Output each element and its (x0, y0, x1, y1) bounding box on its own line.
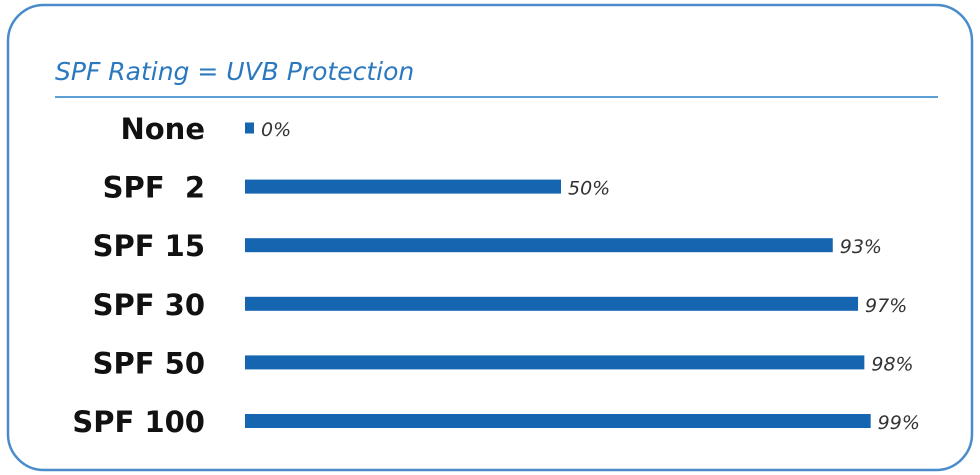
bar (245, 355, 865, 370)
bar (245, 179, 561, 194)
value-label: 93% (840, 236, 882, 258)
chart-frame (6, 3, 974, 472)
category-label: SPF 15 (93, 229, 205, 263)
category-label: SPF 50 (93, 346, 205, 380)
category-label: SPF 100 (72, 405, 205, 439)
bar (245, 238, 833, 253)
value-label: 98% (871, 353, 913, 375)
category-label: SPF 2 (103, 171, 205, 205)
value-label: 99% (878, 412, 920, 434)
bar (245, 414, 871, 428)
category-label: SPF 30 (93, 288, 205, 322)
bar (245, 122, 254, 134)
chart-title: SPF Rating = UVB Protection (55, 57, 414, 86)
category-label: None (120, 112, 205, 146)
value-label: 50% (568, 178, 610, 200)
value-label: 0% (261, 119, 291, 141)
bar (245, 296, 859, 311)
value-label: 97% (865, 295, 907, 317)
